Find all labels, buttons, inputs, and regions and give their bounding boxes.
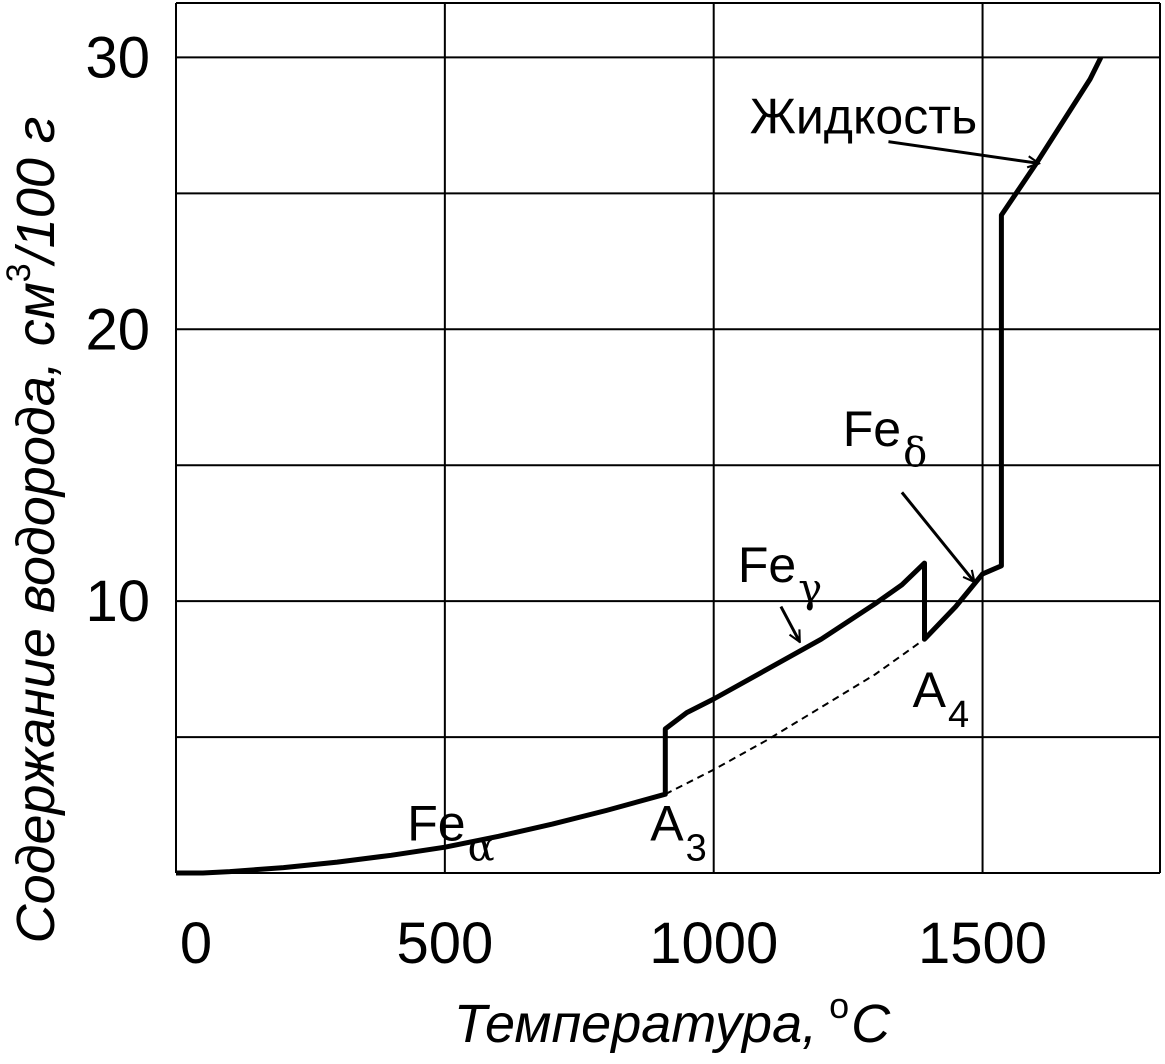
annotation-arrow	[888, 140, 1039, 164]
y-tick-label: 10	[85, 569, 150, 634]
series-line-dashed	[664, 638, 926, 796]
y-axis-unit: /100 г	[6, 117, 66, 268]
x-axis-title: Температура, oC	[454, 985, 891, 1054]
annotation-arrow	[779, 605, 802, 642]
tick-labels: 0 500 1000 1500 10 20 30	[85, 25, 1047, 976]
y-axis-title-text: Содержание водорода, см	[6, 282, 66, 943]
x-tick-label: 500	[396, 911, 493, 976]
x-axis-title-text: Температура,	[454, 994, 817, 1054]
grid	[175, 2, 1161, 874]
y-tick-label: 30	[85, 25, 150, 90]
series-line-solid	[176, 56, 1104, 876]
annotations: Жидкость Feδ Feγ Feα A3 A4	[407, 89, 977, 871]
y-axis-title: Содержание водорода, см3/100 г	[0, 117, 66, 944]
annotation-label: Feα	[407, 795, 494, 870]
annotation-label: Feγ	[738, 537, 822, 612]
x-axis-unit: C	[851, 994, 891, 1054]
annotation-label: A3	[650, 795, 707, 869]
annotation-arrows	[779, 140, 1039, 642]
y-axis-unit-superscript: 3	[0, 263, 38, 282]
annotation-arrow	[900, 491, 975, 582]
series-group	[176, 56, 1104, 876]
annotation-label: Жидкость	[750, 89, 977, 145]
x-tick-label: 1500	[918, 911, 1047, 976]
annotation-label: Feδ	[843, 401, 927, 476]
x-tick-label: 1000	[649, 911, 778, 976]
annotation-label: A4	[913, 662, 970, 736]
x-tick-label: 0	[180, 911, 212, 976]
y-tick-label: 20	[85, 297, 150, 362]
x-axis-degree-sign: o	[829, 985, 849, 1026]
